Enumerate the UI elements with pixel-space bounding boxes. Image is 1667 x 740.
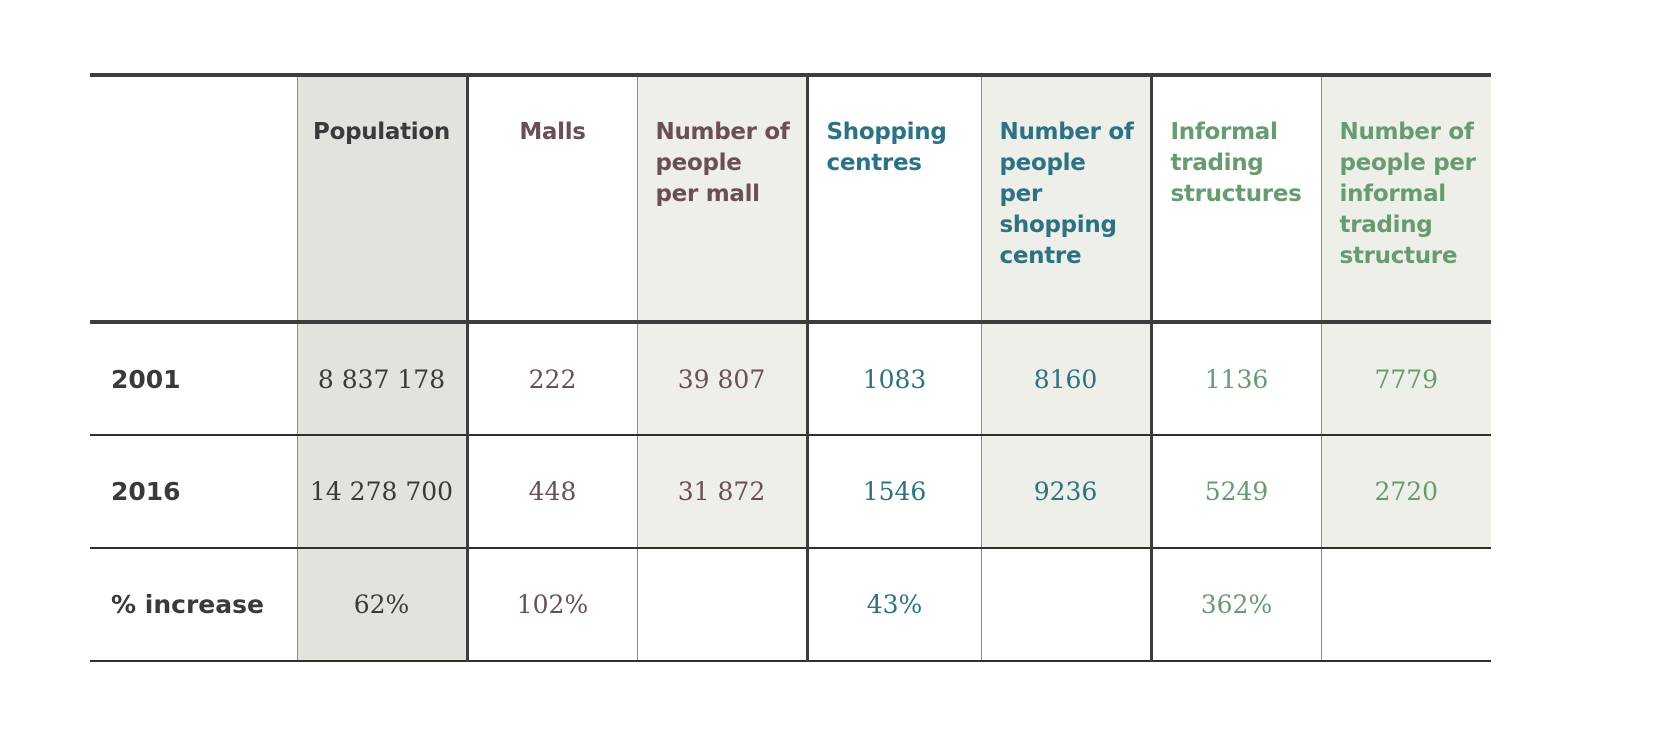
cell-informal-trading-structures: 1136 — [1149, 322, 1321, 435]
row-label: 2016 — [111, 477, 181, 506]
cell-people-per-informal-structure — [1320, 548, 1491, 661]
comparison-table: Population Malls Number of people per ma… — [90, 73, 1491, 662]
header-people-per-shopping-centre: Number of people per shopping centre — [980, 75, 1151, 322]
cell-people-per-mall: 31 872 — [636, 435, 807, 548]
cell-informal-trading-structures: 5249 — [1149, 435, 1321, 548]
table-row: 2001 8 837 178 222 39 807 1083 8160 1136… — [90, 322, 1491, 435]
cell-shopping-centres: 43% — [805, 548, 981, 661]
cell-malls: 222 — [465, 322, 637, 435]
cell-population: 14 278 700 — [296, 435, 467, 548]
cell-malls: 448 — [465, 435, 637, 548]
header-people-per-informal-structure: Number of people per informal trading st… — [1320, 75, 1491, 322]
cell-malls: 102% — [465, 548, 637, 661]
cell-population: 62% — [296, 548, 467, 661]
row-label: % increase — [111, 590, 264, 619]
header-shopping-centres: Shopping centres — [805, 75, 981, 322]
cell-shopping-centres: 1083 — [805, 322, 981, 435]
cell-people-per-shopping-centre: 9236 — [980, 435, 1151, 548]
cell-people-per-informal-structure: 7779 — [1320, 322, 1491, 435]
header-row: Population Malls Number of people per ma… — [90, 75, 1491, 322]
corner-header — [90, 75, 297, 322]
cell-shopping-centres: 1546 — [805, 435, 981, 548]
cell-informal-trading-structures: 362% — [1149, 548, 1321, 661]
header-people-per-mall: Number of people per mall — [636, 75, 807, 322]
cell-people-per-shopping-centre: 8160 — [980, 322, 1151, 435]
header-informal-trading-structures: Informal trading structures — [1149, 75, 1321, 322]
cell-people-per-informal-structure: 2720 — [1320, 435, 1491, 548]
table-row: % increase 62% 102% 43% 362% — [90, 548, 1491, 661]
header-malls: Malls — [465, 75, 637, 322]
table-row: 2016 14 278 700 448 31 872 1546 9236 524… — [90, 435, 1491, 548]
cell-population: 8 837 178 — [296, 322, 467, 435]
cell-people-per-mall — [636, 548, 807, 661]
cell-people-per-shopping-centre — [980, 548, 1151, 661]
row-label: 2001 — [111, 364, 181, 394]
header-population: Population — [296, 75, 467, 322]
cell-people-per-mall: 39 807 — [636, 322, 807, 435]
